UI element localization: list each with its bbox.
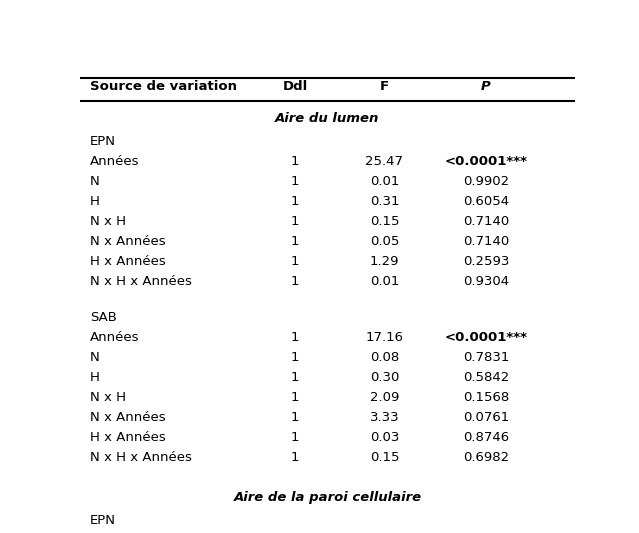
Text: 1: 1 [291, 391, 300, 404]
Text: H: H [89, 371, 100, 384]
Text: 0.7140: 0.7140 [463, 215, 509, 228]
Text: 0.2593: 0.2593 [463, 255, 509, 268]
Text: 2.09: 2.09 [370, 391, 399, 404]
Text: H x Années: H x Années [89, 431, 166, 444]
Text: 1: 1 [291, 215, 300, 228]
Text: 0.15: 0.15 [370, 215, 399, 228]
Text: SAB: SAB [89, 311, 117, 324]
Text: 1: 1 [291, 235, 300, 248]
Text: EPN: EPN [89, 135, 116, 148]
Text: Ddl: Ddl [282, 80, 308, 93]
Text: P: P [481, 80, 491, 93]
Text: 1.29: 1.29 [370, 255, 399, 268]
Text: 0.01: 0.01 [370, 175, 399, 188]
Text: Aire du lumen: Aire du lumen [275, 112, 380, 125]
Text: 0.03: 0.03 [370, 431, 399, 444]
Text: N x H x Années: N x H x Années [89, 275, 192, 288]
Text: 17.16: 17.16 [366, 330, 403, 344]
Text: 1: 1 [291, 431, 300, 444]
Text: 1: 1 [291, 351, 300, 364]
Text: 1: 1 [291, 195, 300, 208]
Text: 1: 1 [291, 155, 300, 168]
Text: EPN: EPN [89, 514, 116, 527]
Text: 1: 1 [291, 371, 300, 384]
Text: 0.7140: 0.7140 [463, 235, 509, 248]
Text: 0.05: 0.05 [370, 235, 399, 248]
Text: H x Années: H x Années [89, 255, 166, 268]
Text: 1: 1 [291, 411, 300, 424]
Text: 1: 1 [291, 255, 300, 268]
Text: Années: Années [89, 155, 139, 168]
Text: N x H: N x H [89, 215, 126, 228]
Text: <0.0001***: <0.0001*** [445, 155, 527, 168]
Text: 0.31: 0.31 [370, 195, 399, 208]
Text: F: F [380, 80, 389, 93]
Text: 0.0761: 0.0761 [463, 411, 509, 424]
Text: N x H x Années: N x H x Années [89, 451, 192, 464]
Text: H: H [89, 195, 100, 208]
Text: N x Années: N x Années [89, 235, 166, 248]
Text: 1: 1 [291, 451, 300, 464]
Text: 0.1568: 0.1568 [463, 391, 509, 404]
Text: <0.0001***: <0.0001*** [445, 330, 527, 344]
Text: 1: 1 [291, 175, 300, 188]
Text: N: N [89, 351, 100, 364]
Text: 0.15: 0.15 [370, 451, 399, 464]
Text: 0.30: 0.30 [370, 371, 399, 384]
Text: 3.33: 3.33 [369, 411, 399, 424]
Text: 0.5842: 0.5842 [463, 371, 509, 384]
Text: 25.47: 25.47 [366, 155, 403, 168]
Text: 0.6982: 0.6982 [463, 451, 509, 464]
Text: 0.9304: 0.9304 [463, 275, 509, 288]
Text: N x Années: N x Années [89, 411, 166, 424]
Text: N x H: N x H [89, 391, 126, 404]
Text: 0.6054: 0.6054 [463, 195, 509, 208]
Text: 1: 1 [291, 330, 300, 344]
Text: 0.01: 0.01 [370, 275, 399, 288]
Text: 0.9902: 0.9902 [463, 175, 509, 188]
Text: 0.08: 0.08 [370, 351, 399, 364]
Text: 0.8746: 0.8746 [463, 431, 509, 444]
Text: 1: 1 [291, 275, 300, 288]
Text: Années: Années [89, 330, 139, 344]
Text: Aire de la paroi cellulaire: Aire de la paroi cellulaire [233, 490, 422, 504]
Text: Source de variation: Source de variation [89, 80, 237, 93]
Text: N: N [89, 175, 100, 188]
Text: 0.7831: 0.7831 [463, 351, 509, 364]
